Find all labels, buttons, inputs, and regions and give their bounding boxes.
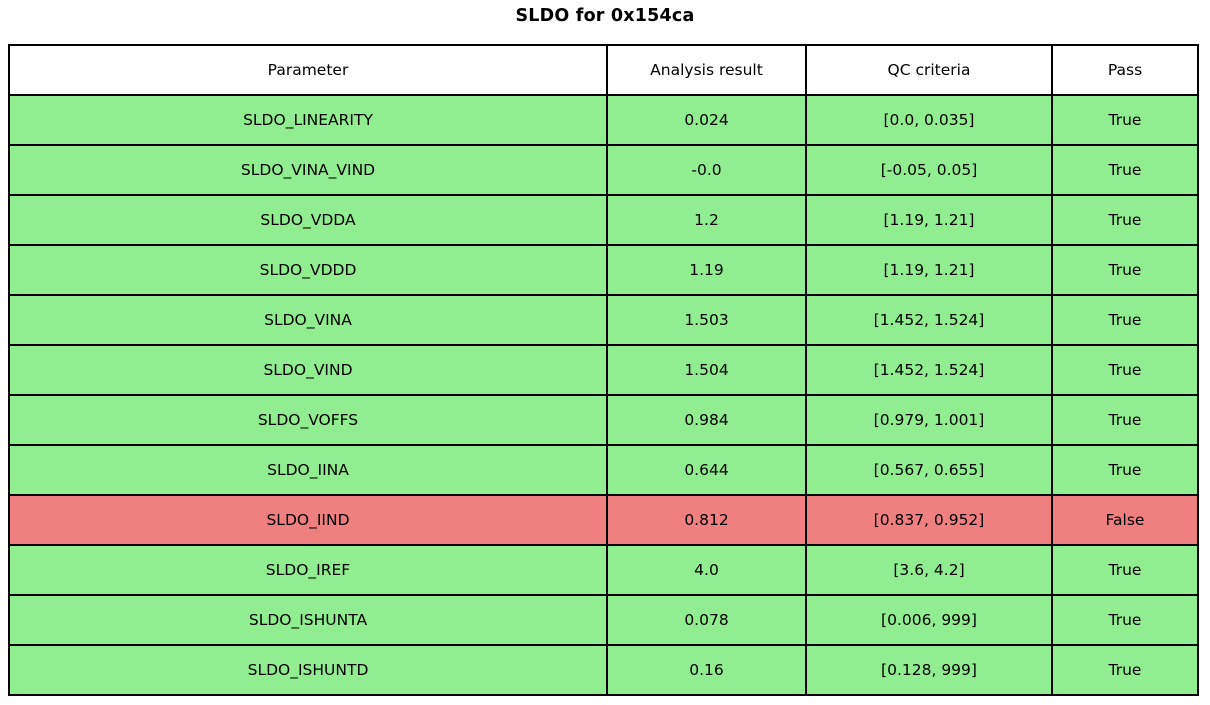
result-cell: 0.024 bbox=[606, 94, 807, 146]
parameter-cell: SLDO_VIND bbox=[8, 344, 608, 396]
col-header-parameter: Parameter bbox=[8, 44, 608, 96]
table-row: SLDO_IREF 4.0 [3.6, 4.2] True bbox=[8, 544, 1199, 596]
criteria-cell: [1.19, 1.21] bbox=[805, 194, 1053, 246]
pass-cell: False bbox=[1051, 494, 1199, 546]
table-row: SLDO_LINEARITY 0.024 [0.0, 0.035] True bbox=[8, 94, 1199, 146]
result-cell: 0.16 bbox=[606, 644, 807, 696]
col-header-qc-criteria: QC criteria bbox=[805, 44, 1053, 96]
table-header-row: Parameter Analysis result QC criteria Pa… bbox=[8, 44, 1199, 96]
parameter-cell: SLDO_VINA_VIND bbox=[8, 144, 608, 196]
table-row: SLDO_IIND 0.812 [0.837, 0.952] False bbox=[8, 494, 1199, 546]
pass-cell: True bbox=[1051, 194, 1199, 246]
criteria-cell: [0.006, 999] bbox=[805, 594, 1053, 646]
result-cell: 1.504 bbox=[606, 344, 807, 396]
result-cell: 0.078 bbox=[606, 594, 807, 646]
qc-results-table: Parameter Analysis result QC criteria Pa… bbox=[8, 44, 1199, 696]
parameter-cell: SLDO_IINA bbox=[8, 444, 608, 496]
parameter-cell: SLDO_IREF bbox=[8, 544, 608, 596]
table-row: SLDO_ISHUNTA 0.078 [0.006, 999] True bbox=[8, 594, 1199, 646]
result-cell: 1.2 bbox=[606, 194, 807, 246]
parameter-cell: SLDO_VOFFS bbox=[8, 394, 608, 446]
parameter-cell: SLDO_ISHUNTA bbox=[8, 594, 608, 646]
table-row: SLDO_IINA 0.644 [0.567, 0.655] True bbox=[8, 444, 1199, 496]
criteria-cell: [0.979, 1.001] bbox=[805, 394, 1053, 446]
pass-cell: True bbox=[1051, 444, 1199, 496]
page-title: SLDO for 0x154ca bbox=[515, 6, 695, 26]
criteria-cell: [0.567, 0.655] bbox=[805, 444, 1053, 496]
result-cell: 1.503 bbox=[606, 294, 807, 346]
table-row: SLDO_VIND 1.504 [1.452, 1.524] True bbox=[8, 344, 1199, 396]
table-row: SLDO_VOFFS 0.984 [0.979, 1.001] True bbox=[8, 394, 1199, 446]
table-row: SLDO_VDDD 1.19 [1.19, 1.21] True bbox=[8, 244, 1199, 296]
parameter-cell: SLDO_VDDD bbox=[8, 244, 608, 296]
pass-cell: True bbox=[1051, 144, 1199, 196]
criteria-cell: [-0.05, 0.05] bbox=[805, 144, 1053, 196]
pass-cell: True bbox=[1051, 394, 1199, 446]
pass-cell: True bbox=[1051, 244, 1199, 296]
criteria-cell: [0.837, 0.952] bbox=[805, 494, 1053, 546]
pass-cell: True bbox=[1051, 544, 1199, 596]
result-cell: 0.812 bbox=[606, 494, 807, 546]
result-cell: 0.644 bbox=[606, 444, 807, 496]
pass-cell: True bbox=[1051, 644, 1199, 696]
col-header-analysis-result: Analysis result bbox=[606, 44, 807, 96]
pass-cell: True bbox=[1051, 94, 1199, 146]
parameter-cell: SLDO_IIND bbox=[8, 494, 608, 546]
table-row: SLDO_VINA 1.503 [1.452, 1.524] True bbox=[8, 294, 1199, 346]
table-row: SLDO_ISHUNTD 0.16 [0.128, 999] True bbox=[8, 644, 1199, 696]
criteria-cell: [1.19, 1.21] bbox=[805, 244, 1053, 296]
pass-cell: True bbox=[1051, 294, 1199, 346]
result-cell: 0.984 bbox=[606, 394, 807, 446]
pass-cell: True bbox=[1051, 594, 1199, 646]
parameter-cell: SLDO_ISHUNTD bbox=[8, 644, 608, 696]
table-row: SLDO_VDDA 1.2 [1.19, 1.21] True bbox=[8, 194, 1199, 246]
criteria-cell: [0.0, 0.035] bbox=[805, 94, 1053, 146]
col-header-pass: Pass bbox=[1051, 44, 1199, 96]
criteria-cell: [3.6, 4.2] bbox=[805, 544, 1053, 596]
result-cell: 1.19 bbox=[606, 244, 807, 296]
criteria-cell: [0.128, 999] bbox=[805, 644, 1053, 696]
criteria-cell: [1.452, 1.524] bbox=[805, 344, 1053, 396]
table-row: SLDO_VINA_VIND -0.0 [-0.05, 0.05] True bbox=[8, 144, 1199, 196]
pass-cell: True bbox=[1051, 344, 1199, 396]
result-cell: 4.0 bbox=[606, 544, 807, 596]
criteria-cell: [1.452, 1.524] bbox=[805, 294, 1053, 346]
parameter-cell: SLDO_LINEARITY bbox=[8, 94, 608, 146]
parameter-cell: SLDO_VDDA bbox=[8, 194, 608, 246]
result-cell: -0.0 bbox=[606, 144, 807, 196]
parameter-cell: SLDO_VINA bbox=[8, 294, 608, 346]
